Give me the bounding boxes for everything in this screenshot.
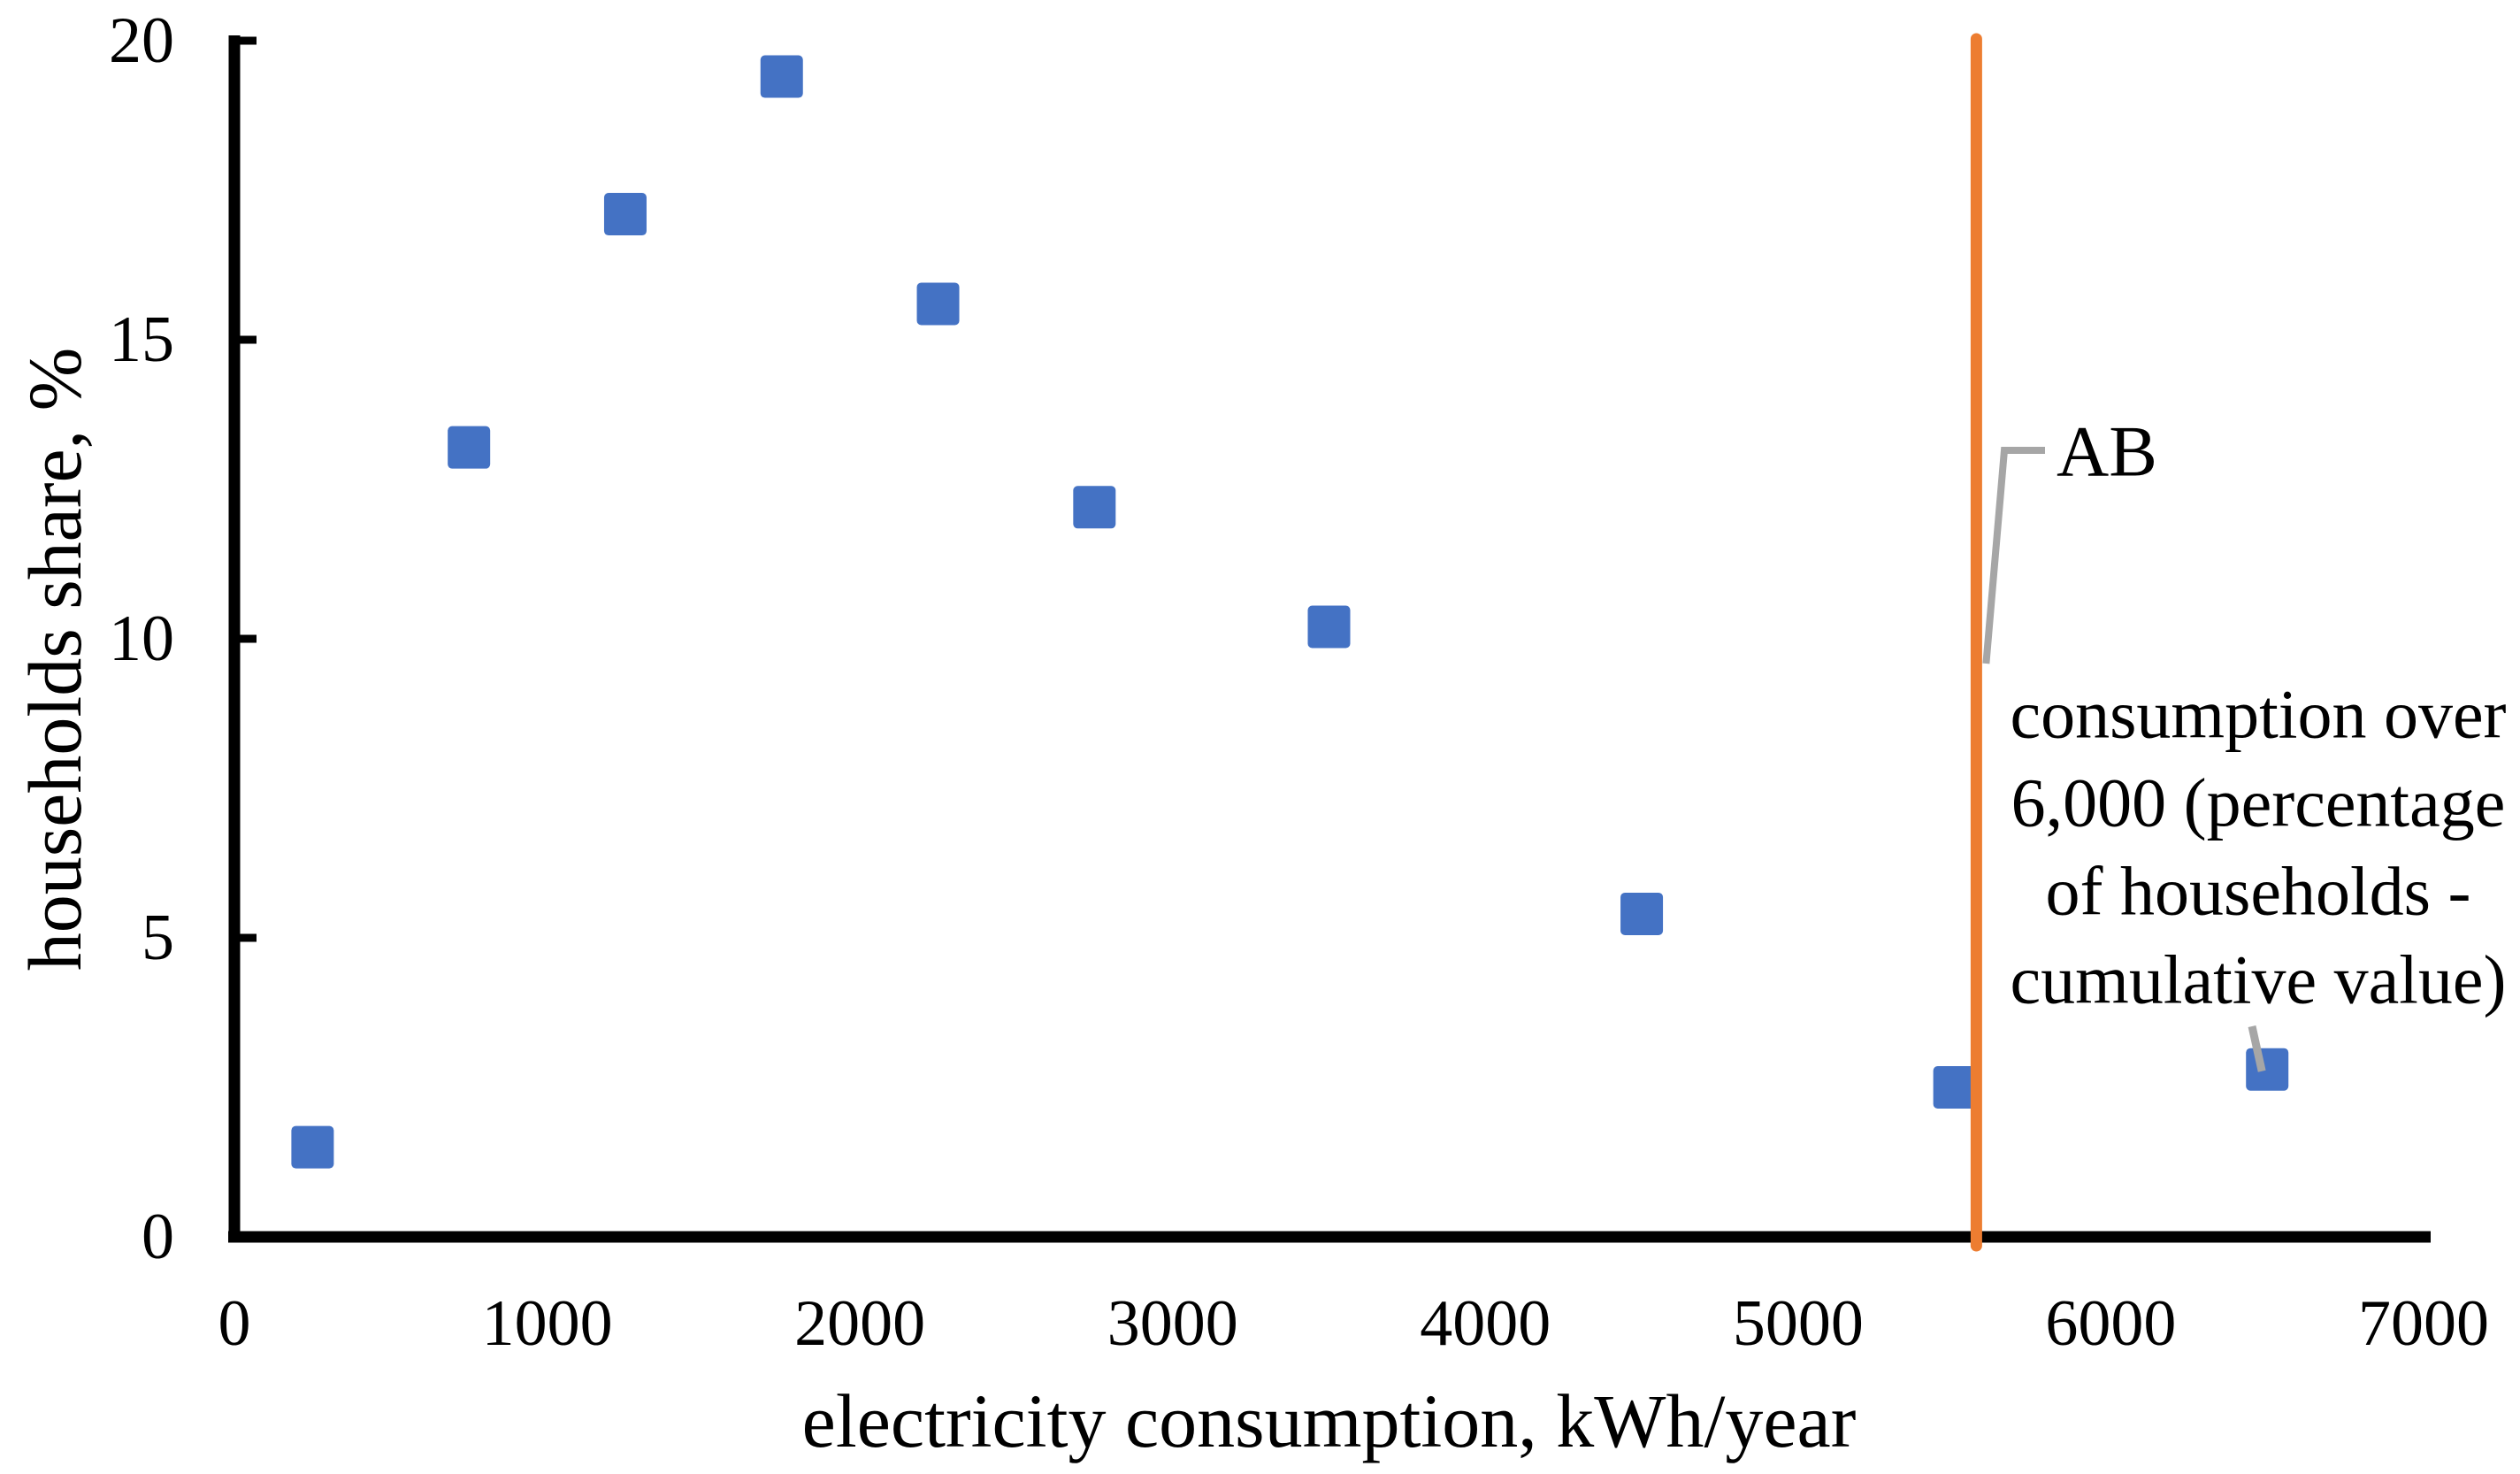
x-tick-label: 0 bbox=[218, 1287, 251, 1360]
x-tick-label: 5000 bbox=[1733, 1287, 1864, 1360]
note-text-line: 6,000 (percentage bbox=[2011, 764, 2506, 841]
x-tick-label: 1000 bbox=[482, 1287, 613, 1360]
note-text-line: consumption over bbox=[2010, 676, 2506, 753]
data-point-marker bbox=[1620, 892, 1664, 935]
x-tick-label: 3000 bbox=[1107, 1287, 1238, 1360]
data-point-marker bbox=[2246, 1048, 2289, 1091]
axes-group bbox=[228, 35, 2431, 1243]
data-point-marker bbox=[760, 55, 803, 98]
data-point-marker bbox=[1933, 1066, 1976, 1109]
tick-labels-group: 0 5 10 15 20 0 1000 2000 3000 4000 5000 6000 7000 bbox=[109, 4, 2489, 1360]
data-point-marker bbox=[1307, 605, 1351, 649]
y-tick-label: 15 bbox=[109, 303, 174, 376]
note-text-line: of households - bbox=[2046, 853, 2471, 930]
x-tick-label: 2000 bbox=[794, 1287, 925, 1360]
y-tick-label: 5 bbox=[142, 902, 174, 974]
data-point-marker bbox=[916, 282, 960, 326]
ab-leader-line bbox=[1982, 447, 2045, 664]
y-tick-label: 10 bbox=[109, 603, 174, 675]
x-tick-label: 7000 bbox=[2358, 1287, 2489, 1360]
y-tick-label: 0 bbox=[142, 1201, 174, 1273]
x-tick-label: 4000 bbox=[1420, 1287, 1551, 1360]
annotations-group: AB consumption over 6,000 (percentage of ho… bbox=[1982, 411, 2507, 1072]
note-text-line: cumulative value) bbox=[2011, 941, 2507, 1018]
data-point-marker bbox=[448, 426, 491, 469]
x-tick-label: 6000 bbox=[2045, 1287, 2176, 1360]
y-axis-title: households share, % bbox=[12, 348, 97, 971]
data-point-marker bbox=[603, 193, 647, 236]
ab-label: AB bbox=[2057, 411, 2157, 492]
x-axis-title: electricity consumption, kWh/year bbox=[802, 1378, 1857, 1463]
data-point-marker bbox=[291, 1125, 334, 1169]
axis-titles-group: electricity consumption, kWh/year househo… bbox=[12, 348, 1856, 1463]
data-point-marker bbox=[1073, 486, 1116, 529]
note-leader-line bbox=[2248, 1025, 2266, 1072]
y-tick-label: 20 bbox=[109, 4, 174, 77]
